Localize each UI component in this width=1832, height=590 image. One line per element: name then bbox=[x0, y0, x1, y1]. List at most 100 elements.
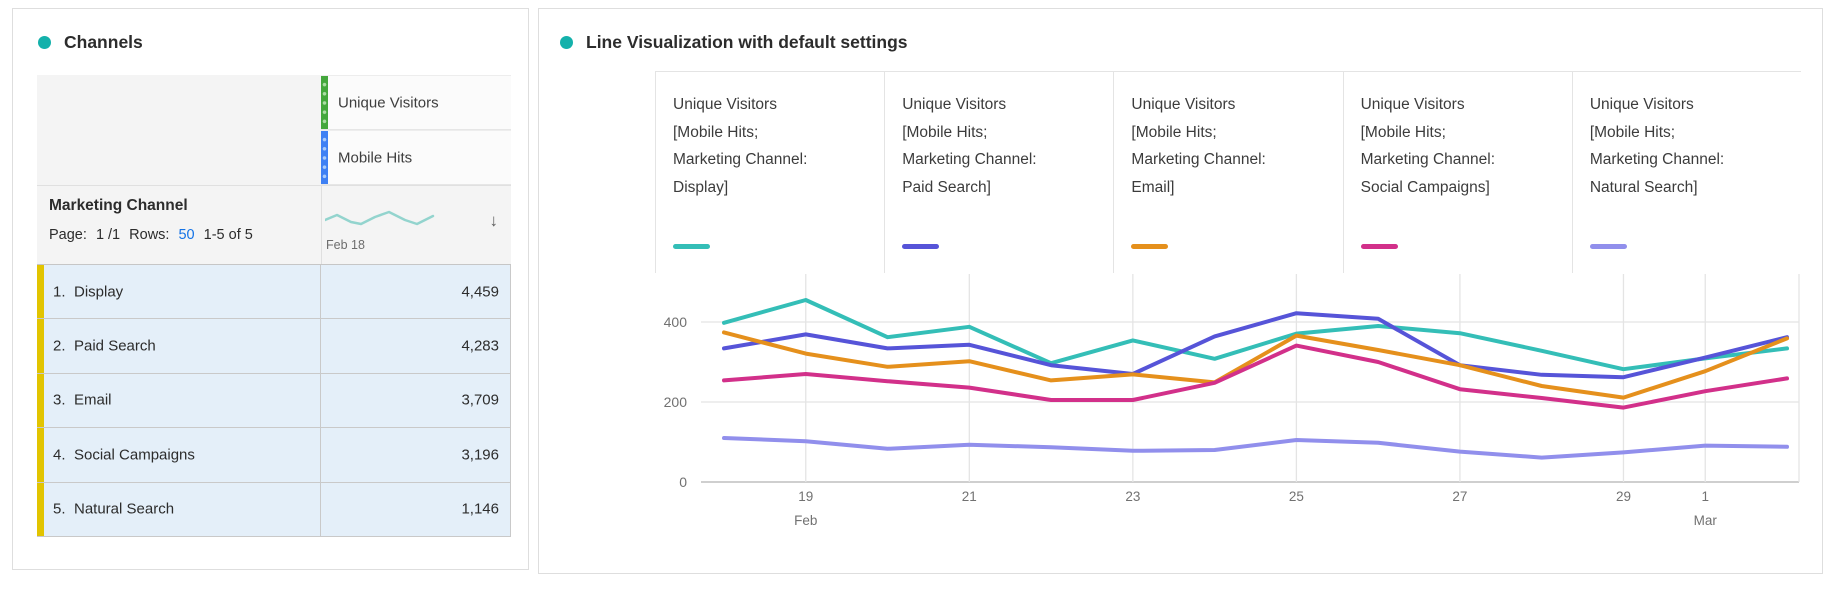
row-channel-name: Email bbox=[74, 391, 112, 409]
channels-panel-header: Channels bbox=[38, 32, 143, 53]
x-axis-label-29: 29 bbox=[1616, 489, 1631, 504]
legend-text-line: Unique Visitors bbox=[1589, 96, 1694, 113]
row-metric-value: 1,146 bbox=[461, 500, 499, 518]
channels-panel-title: Channels bbox=[64, 32, 143, 52]
x-axis-label-21: 21 bbox=[962, 489, 977, 504]
legend-item-text: Unique Visitors [Mobile Hits; Marketing Ch… bbox=[1573, 72, 1801, 201]
table-row-display[interactable]: 1. Display 4,459 bbox=[37, 265, 510, 320]
legend-text-line: Marketing Channel: bbox=[902, 151, 1037, 168]
legend-item-text: Unique Visitors [Mobile Hits; Marketing Ch… bbox=[656, 72, 884, 201]
row-channel-name: Paid Search bbox=[74, 337, 156, 355]
legend-item-social-campaigns[interactable]: Unique Visitors [Mobile Hits; Marketing Ch… bbox=[1342, 72, 1572, 273]
row-accent-bar-icon bbox=[37, 265, 44, 319]
series-line-natural-search[interactable] bbox=[722, 436, 1790, 460]
y-axis-label-0: 0 bbox=[679, 474, 687, 490]
table-row-natural-search[interactable]: 5. Natural Search 1,146 bbox=[37, 482, 510, 537]
row-dimension-label: 4. Social Campaigns bbox=[53, 446, 195, 463]
row-accent-bar-icon bbox=[37, 482, 44, 536]
table-row-email[interactable]: 3. Email 3,709 bbox=[37, 373, 510, 429]
legend-item-text: Unique Visitors [Mobile Hits; Marketing Ch… bbox=[1344, 72, 1572, 201]
legend-text-line: Unique Visitors bbox=[902, 96, 1007, 113]
row-channel-name: Natural Search bbox=[74, 500, 175, 518]
row-number: 2. bbox=[53, 337, 66, 355]
legend-color-swatch-icon bbox=[673, 244, 710, 249]
legend-text-line: Unique Visitors bbox=[673, 96, 777, 113]
legend-item-text: Unique Visitors [Mobile Hits; Marketing Ch… bbox=[1114, 72, 1342, 201]
legend-text-line: [Mobile Hits; bbox=[1360, 123, 1446, 141]
line-chart: 0 200 400 19 Feb 21 23 25 27 29 1 Mar bbox=[664, 274, 1800, 528]
row-number: 5. bbox=[53, 500, 66, 518]
table-row-paid-search[interactable]: 2. Paid Search 4,283 bbox=[37, 319, 510, 374]
metric-header-unique-visitors[interactable]: Unique Visitors bbox=[321, 75, 511, 130]
row-accent-bar-icon bbox=[37, 373, 44, 428]
x-axis-label-23: 23 bbox=[1125, 489, 1140, 504]
series-line-social-campaigns[interactable] bbox=[722, 343, 1790, 410]
panel-accent-dot-icon bbox=[38, 36, 51, 49]
legend-text-line: Natural Search] bbox=[1589, 178, 1698, 196]
legend-text-line: Marketing Channel: bbox=[1131, 151, 1266, 168]
drag-grip-icon bbox=[321, 134, 328, 181]
row-range-text: 1-5 of 5 bbox=[203, 227, 253, 243]
legend-item-text: Unique Visitors [Mobile Hits; Marketing Ch… bbox=[885, 72, 1113, 201]
dimension-title: Marketing Channel bbox=[49, 197, 188, 214]
rows-label: Rows: bbox=[129, 227, 170, 243]
metric-header-label: Mobile Hits bbox=[338, 149, 413, 166]
row-dimension-label: 2. Paid Search bbox=[53, 338, 156, 355]
line-visualization-panel: Line Visualization with default settings… bbox=[538, 8, 1823, 574]
table-body: 1. Display 4,459 2. Paid Search 4,283 3. Email 3… bbox=[37, 265, 511, 537]
x-axis-label-1: 1 bbox=[1701, 489, 1709, 504]
row-dimension-label: 3. Email bbox=[53, 392, 112, 409]
table-row-social-campaigns[interactable]: 4. Social Campaigns 3,196 bbox=[37, 428, 510, 483]
y-axis-label-200: 200 bbox=[664, 394, 688, 410]
series-line-display[interactable] bbox=[722, 298, 1790, 372]
dimension-header-row: Marketing Channel Page: 1 /1 Rows: 50 1-… bbox=[37, 185, 511, 265]
legend-text-line: Marketing Channel: bbox=[1589, 151, 1725, 168]
legend-text-line: [Mobile Hits; bbox=[902, 123, 988, 141]
metric-header-label: Unique Visitors bbox=[338, 94, 439, 111]
row-channel-name: Display bbox=[74, 283, 124, 301]
pagination-info: Page: 1 /1 Rows: 50 1-5 of 5 bbox=[49, 227, 258, 243]
page-value: 1 /1 bbox=[95, 227, 121, 243]
legend-text-line: Email] bbox=[1131, 178, 1175, 196]
channels-panel: Channels Unique Visitors Mobile Hits Mark… bbox=[12, 8, 529, 570]
legend-text-line: Marketing Channel: bbox=[1360, 151, 1496, 168]
x-axis-label-25: 25 bbox=[1289, 489, 1304, 504]
sparkline-date-label: Feb 18 bbox=[326, 238, 365, 252]
row-metric-value: 4,283 bbox=[461, 337, 499, 355]
rows-per-page-link[interactable]: 50 bbox=[178, 227, 195, 243]
x-axis-label-19: 19 bbox=[798, 489, 813, 504]
row-number: 1. bbox=[53, 283, 66, 301]
row-metric-value: 3,196 bbox=[461, 446, 499, 464]
row-channel-name: Social Campaigns bbox=[74, 446, 195, 464]
panel-accent-dot-icon bbox=[560, 36, 573, 49]
legend-item-natural-search[interactable]: Unique Visitors [Mobile Hits; Marketing Ch… bbox=[1571, 72, 1801, 273]
series-line-paid-search[interactable] bbox=[722, 311, 1790, 380]
legend-color-swatch-icon bbox=[1360, 244, 1398, 249]
legend-text-line: Display] bbox=[673, 178, 729, 196]
row-number: 3. bbox=[53, 391, 66, 409]
chart-legend: Unique Visitors [Mobile Hits; Marketing Ch… bbox=[655, 71, 1801, 273]
legend-text-line: [Mobile Hits; bbox=[1589, 123, 1676, 141]
row-number: 4. bbox=[53, 446, 66, 464]
line-viz-panel-title: Line Visualization with default settings bbox=[586, 32, 908, 52]
legend-item-paid-search[interactable]: Unique Visitors [Mobile Hits; Marketing Ch… bbox=[884, 72, 1113, 273]
page-label: Page: bbox=[49, 227, 87, 243]
x-axis-label-27: 27 bbox=[1452, 489, 1467, 504]
row-metric-value: 4,459 bbox=[461, 283, 499, 301]
series-line-email[interactable] bbox=[722, 330, 1790, 400]
row-accent-bar-icon bbox=[37, 428, 44, 482]
legend-text-line: [Mobile Hits; bbox=[1131, 123, 1217, 141]
drag-grip-icon bbox=[321, 79, 328, 126]
metric-header-mobile-hits[interactable]: Mobile Hits bbox=[321, 130, 511, 185]
sparkline-path bbox=[323, 210, 435, 226]
y-axis-label-400: 400 bbox=[664, 314, 688, 330]
legend-item-email[interactable]: Unique Visitors [Mobile Hits; Marketing Ch… bbox=[1113, 72, 1342, 273]
legend-color-swatch-icon bbox=[902, 244, 940, 249]
legend-item-display[interactable]: Unique Visitors [Mobile Hits; Marketing Ch… bbox=[655, 72, 884, 273]
legend-text-line: Paid Search] bbox=[902, 178, 991, 196]
sort-descending-icon[interactable]: ↓ bbox=[489, 211, 499, 230]
legend-text-line: [Mobile Hits; bbox=[673, 123, 759, 141]
legend-text-line: Unique Visitors bbox=[1360, 96, 1465, 113]
line-viz-panel-header: Line Visualization with default settings bbox=[560, 32, 908, 53]
row-accent-bar-icon bbox=[37, 319, 44, 373]
